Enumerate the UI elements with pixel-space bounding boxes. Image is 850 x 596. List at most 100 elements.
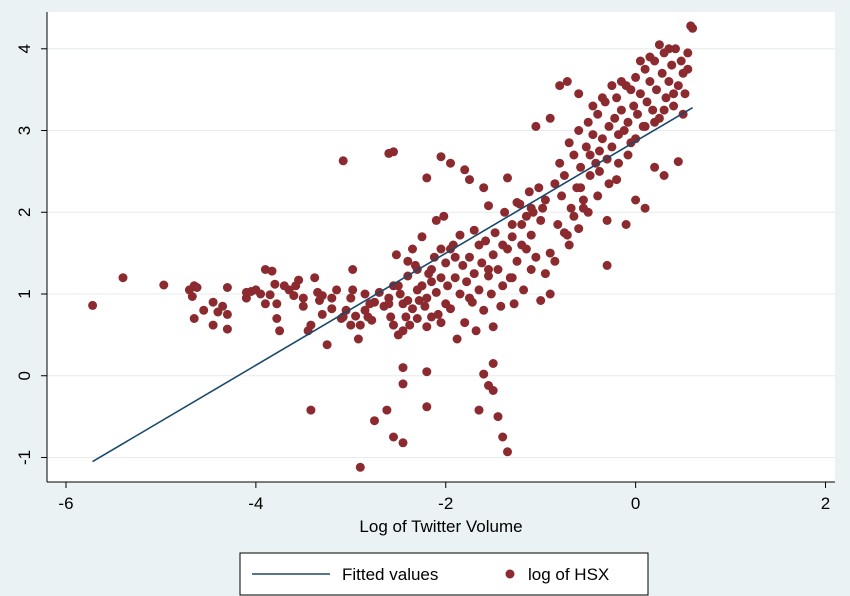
data-point: [270, 279, 280, 289]
data-point: [576, 183, 586, 193]
data-point: [585, 171, 595, 180]
data-point: [635, 56, 645, 66]
data-point: [553, 220, 563, 229]
data-point: [420, 301, 430, 311]
data-point: [583, 117, 593, 127]
data-point: [360, 289, 370, 299]
x-tick-label: 2: [821, 494, 830, 513]
data-point: [222, 309, 232, 319]
data-point: [500, 207, 510, 217]
data-point: [555, 81, 565, 91]
data-point: [474, 285, 484, 295]
data-point: [633, 109, 642, 119]
data-point: [526, 203, 536, 213]
fitted-values-line: [92, 106, 693, 463]
data-point: [433, 309, 443, 319]
data-point: [422, 173, 432, 183]
data-point: [306, 320, 316, 330]
data-point: [621, 220, 631, 229]
data-point: [673, 157, 683, 167]
data-point: [431, 287, 441, 297]
data-point: [218, 301, 228, 311]
data-point: [569, 211, 579, 221]
y-tick-label: 1: [15, 289, 34, 298]
data-point: [294, 275, 304, 285]
data-point: [664, 77, 674, 86]
data-point: [469, 269, 479, 279]
data-point: [604, 179, 614, 189]
data-point: [616, 105, 626, 115]
data-point: [640, 203, 650, 213]
data-point: [559, 171, 569, 180]
data-point: [657, 68, 667, 78]
data-point: [241, 287, 251, 297]
data-point: [536, 215, 546, 225]
data-point: [604, 121, 614, 131]
data-point: [645, 52, 655, 62]
data-point: [479, 183, 489, 193]
data-point: [671, 44, 680, 54]
data-point: [431, 215, 441, 225]
data-point: [88, 300, 98, 310]
data-point: [443, 281, 453, 291]
data-point: [612, 93, 622, 103]
data-point: [498, 240, 508, 250]
data-point: [569, 150, 579, 160]
data-point: [465, 252, 474, 262]
y-tick-label: -1: [15, 450, 34, 465]
data-point: [517, 220, 527, 229]
data-point: [595, 166, 604, 176]
x-axis-title: Log of Twitter Volume: [359, 517, 522, 536]
data-point: [531, 252, 541, 262]
data-point: [631, 134, 641, 144]
data-point: [401, 312, 411, 322]
data-point: [566, 203, 576, 213]
data-point: [481, 236, 491, 246]
data-point: [422, 293, 432, 303]
data-point: [507, 273, 517, 283]
data-point: [446, 304, 455, 314]
data-point: [509, 299, 519, 309]
data-point: [540, 269, 550, 279]
data-point: [398, 379, 408, 389]
data-point: [488, 359, 498, 368]
data-point: [474, 240, 484, 250]
data-point: [465, 175, 474, 185]
data-point: [355, 462, 365, 472]
data-point: [493, 412, 503, 422]
data-point: [524, 187, 534, 197]
data-point: [436, 244, 446, 254]
data-point: [650, 162, 660, 172]
data-point: [602, 215, 612, 225]
data-point: [455, 289, 465, 299]
legend: Fitted values log of HSX: [239, 552, 649, 596]
data-point: [256, 289, 266, 299]
data-point: [450, 252, 460, 262]
data-point: [484, 265, 493, 274]
data-point: [588, 130, 598, 140]
data-point: [398, 363, 408, 373]
data-point: [659, 171, 669, 180]
data-point: [683, 64, 693, 74]
data-point: [521, 244, 531, 254]
data-point: [360, 305, 370, 315]
legend-point-swatch: [505, 569, 515, 579]
data-point: [159, 280, 169, 290]
data-point: [503, 173, 512, 183]
data-point: [446, 158, 455, 168]
data-point: [512, 256, 522, 266]
data-point: [460, 165, 470, 175]
data-point: [310, 273, 320, 283]
data-point: [585, 150, 595, 160]
data-point: [458, 260, 468, 270]
data-point: [488, 250, 498, 260]
data-point: [545, 248, 555, 258]
data-point: [645, 77, 655, 86]
data-point: [564, 240, 574, 250]
data-point: [631, 72, 641, 82]
data-point: [327, 304, 337, 314]
data-point: [597, 134, 607, 144]
data-point: [536, 296, 546, 305]
data-point: [545, 113, 555, 123]
data-point: [640, 121, 650, 131]
